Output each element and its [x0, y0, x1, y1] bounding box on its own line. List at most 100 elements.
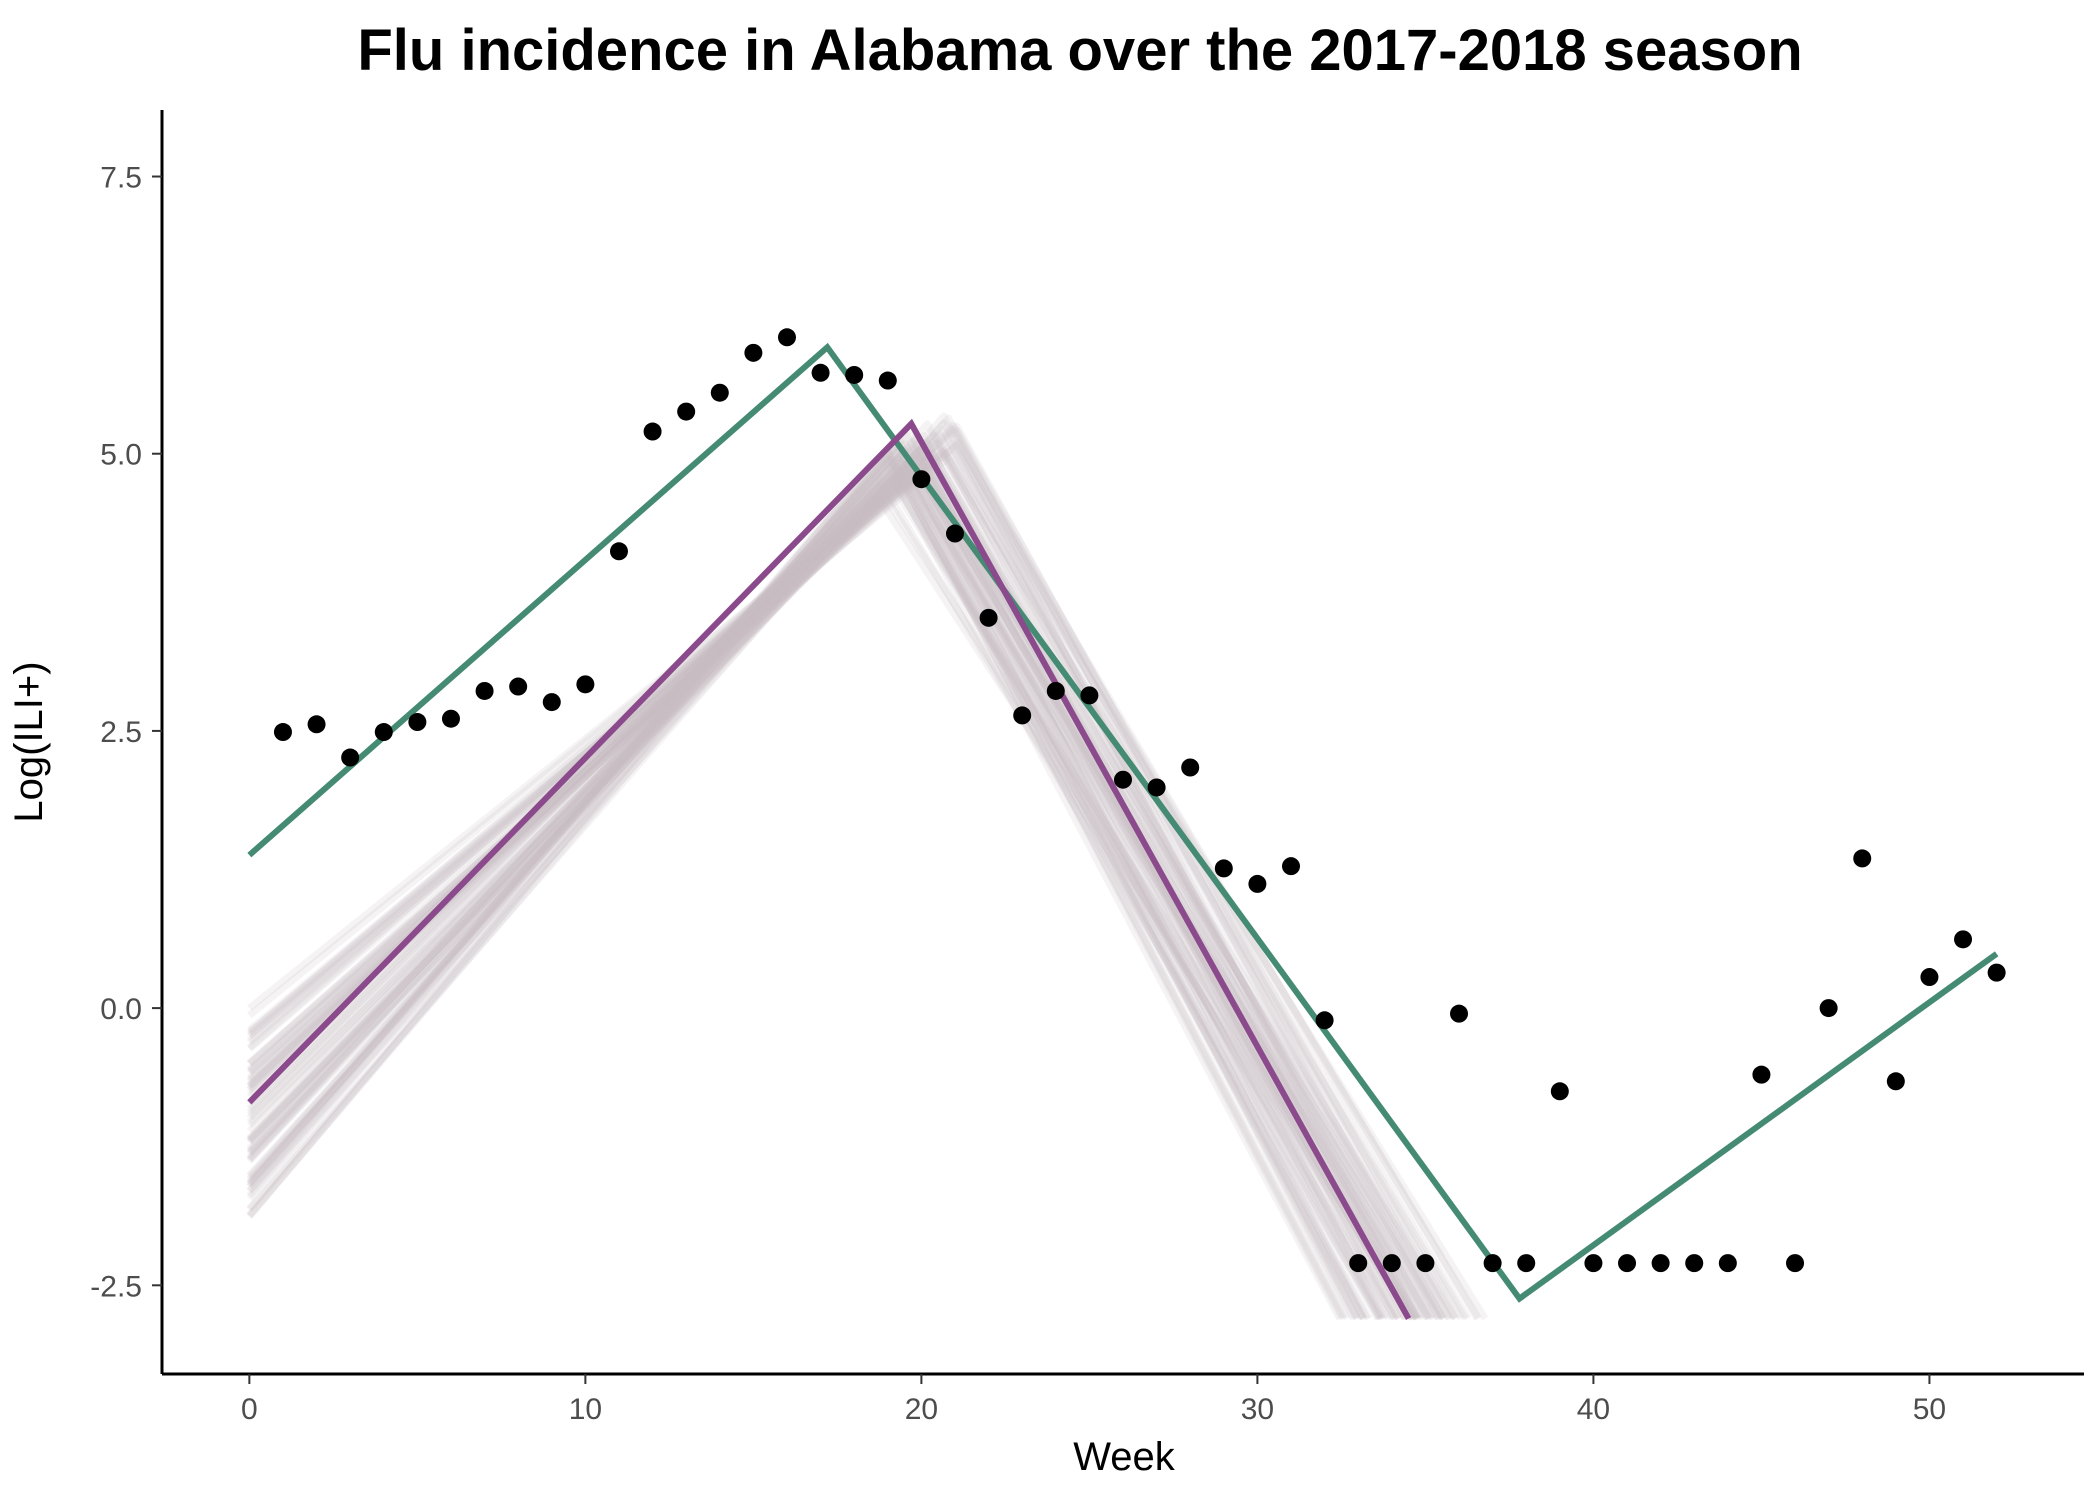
data-point — [1114, 770, 1132, 789]
data-point — [677, 402, 696, 421]
sample-line — [246, 414, 1422, 1321]
data-point — [273, 723, 292, 742]
sample-line — [246, 453, 1411, 1321]
sample-line — [246, 425, 1427, 1321]
sample-line — [247, 451, 1489, 1321]
data-point — [1752, 1065, 1771, 1084]
y-tick-label: 5.0 — [100, 439, 142, 472]
data-point — [1819, 999, 1838, 1018]
median-line — [247, 418, 1412, 1321]
data-points — [273, 328, 2006, 1273]
y-tick-label: -2.5 — [90, 1270, 142, 1303]
data-point — [744, 343, 763, 362]
data-point — [475, 681, 494, 700]
sample-line — [246, 420, 1387, 1321]
sample-line — [246, 449, 1443, 1321]
sample-line — [246, 455, 1365, 1321]
data-point — [1685, 1254, 1704, 1273]
data-point — [307, 715, 326, 734]
data-point — [1080, 686, 1099, 705]
data-point — [441, 709, 460, 728]
data-point — [1550, 1082, 1569, 1101]
data-point — [1920, 968, 1939, 987]
data-point — [1517, 1254, 1536, 1273]
y-axis-ticks: -2.5 0.0 2.5 5.0 7.5 — [90, 162, 162, 1303]
data-point — [1046, 681, 1065, 700]
data-point — [509, 677, 528, 696]
data-point — [1382, 1254, 1401, 1273]
data-point — [542, 693, 561, 712]
sample-line — [247, 493, 1418, 1321]
x-axis-ticks: 0 10 20 30 40 50 — [241, 1374, 1946, 1426]
data-point — [1618, 1254, 1637, 1273]
data-point — [1483, 1254, 1502, 1273]
sample-line — [246, 421, 1443, 1321]
data-point — [374, 723, 393, 742]
sample-line — [246, 412, 1409, 1321]
data-point — [609, 542, 628, 561]
data-point — [777, 328, 796, 347]
y-tick-label: 0.0 — [100, 993, 142, 1026]
chart-title: Flu incidence in Alabama over the 2017-2… — [357, 18, 1802, 83]
data-point — [1718, 1254, 1737, 1273]
data-point — [1416, 1254, 1435, 1273]
data-point — [341, 748, 360, 767]
data-point — [1987, 963, 2006, 982]
sample-line — [247, 468, 1419, 1321]
x-axis-label: Week — [1073, 1435, 1176, 1479]
sample-line — [247, 497, 1415, 1321]
data-point — [945, 524, 964, 543]
x-tick-label: 10 — [569, 1393, 602, 1426]
sample-line — [247, 464, 1448, 1321]
data-point — [811, 363, 830, 382]
data-point — [710, 383, 729, 402]
sample-line — [246, 439, 1438, 1321]
data-point — [1315, 1011, 1334, 1030]
sample-line — [246, 422, 1453, 1321]
sample-line — [246, 425, 1447, 1321]
data-point — [1450, 1004, 1469, 1023]
posterior-samples — [246, 412, 1489, 1321]
data-point — [576, 675, 595, 694]
data-point — [1651, 1254, 1670, 1273]
data-point — [912, 470, 931, 489]
sample-line — [246, 439, 1417, 1321]
fit-line — [247, 342, 1999, 1303]
sample-line — [246, 456, 1367, 1321]
sample-line — [246, 440, 1373, 1321]
data-point — [979, 608, 998, 627]
data-point — [1282, 857, 1301, 876]
data-point — [1248, 874, 1267, 893]
sample-line — [246, 431, 1432, 1321]
data-point — [1954, 930, 1973, 949]
sample-line — [246, 431, 1361, 1321]
fit-lines — [247, 342, 1999, 1321]
sample-line — [246, 449, 1351, 1321]
sample-line — [246, 469, 1396, 1321]
data-point — [878, 371, 897, 390]
data-point — [1147, 778, 1166, 797]
sample-line — [246, 463, 1392, 1321]
sample-line — [246, 431, 1420, 1321]
x-tick-label: 30 — [1241, 1393, 1274, 1426]
sample-line — [246, 444, 1403, 1321]
sample-line — [246, 460, 1401, 1321]
sample-line — [246, 456, 1371, 1321]
data-point — [1786, 1254, 1805, 1273]
data-point — [1853, 849, 1872, 868]
sample-line — [246, 446, 1361, 1321]
data-point — [845, 365, 864, 384]
data-point — [1181, 758, 1200, 777]
sample-line — [246, 446, 1409, 1321]
sample-line — [246, 456, 1383, 1321]
data-point — [1214, 859, 1233, 878]
sample-line — [246, 446, 1359, 1321]
sample-line — [247, 448, 1469, 1321]
sample-line — [246, 427, 1460, 1321]
sample-line — [246, 445, 1453, 1321]
sample-line — [246, 429, 1367, 1321]
x-tick-label: 0 — [241, 1393, 258, 1426]
x-tick-label: 40 — [1577, 1393, 1610, 1426]
y-tick-label: 2.5 — [100, 716, 142, 749]
data-point — [1013, 706, 1032, 725]
